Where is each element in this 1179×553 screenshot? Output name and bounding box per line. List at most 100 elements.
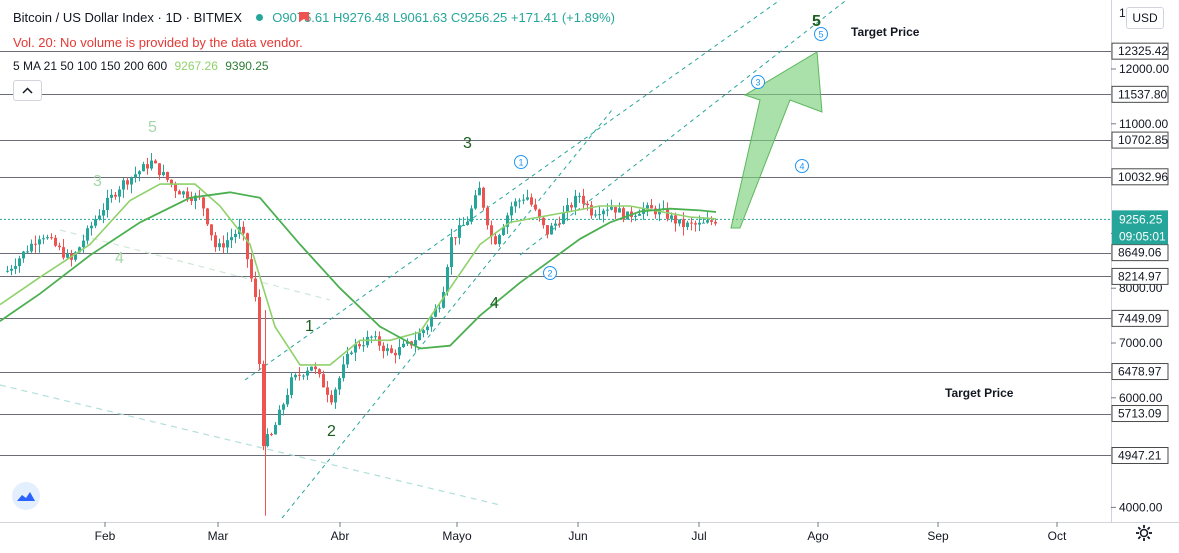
candle-body (18, 258, 21, 267)
target-arrow[interactable] (730, 51, 823, 229)
wave-label: 5 (148, 119, 157, 136)
channel-line[interactable] (519, 0, 1000, 256)
candle-body (546, 225, 549, 235)
candle-body (558, 223, 561, 225)
tradingview-logo-icon[interactable] (11, 481, 41, 511)
candle-body (274, 424, 277, 435)
ma-legend: 5 MA 21 50 100 150 200 600 9267.26 9390.… (13, 59, 269, 73)
candle-body (430, 316, 433, 327)
candle-body (62, 247, 65, 258)
level-price-label: 8649.06 (1118, 246, 1162, 260)
candle-body (338, 378, 341, 390)
price-tick-label: 7000.00 (1119, 336, 1163, 350)
candle-body (398, 347, 401, 356)
trend-channel[interactable] (0, 0, 1000, 519)
collapse-legend-button[interactable] (13, 80, 42, 101)
candle-body (118, 189, 121, 197)
level-price-tag[interactable] (1111, 42, 1169, 60)
ma-fast-line (0, 183, 717, 366)
channel-line[interactable] (281, 109, 613, 519)
candle-body (474, 195, 477, 209)
candle-body (326, 387, 329, 395)
candle-body (14, 266, 17, 269)
faded-trend-line[interactable] (59, 229, 331, 301)
level-price-tag[interactable] (1111, 363, 1169, 381)
candle-body (242, 226, 245, 234)
wave-circle-label: 2 (547, 269, 552, 279)
level-price-tag[interactable] (1111, 85, 1169, 103)
candles (6, 152, 717, 516)
faded-trend-line[interactable] (0, 384, 501, 506)
candle-body (446, 267, 449, 292)
candle-body (266, 434, 269, 447)
ma-label[interactable]: 5 MA 21 50 100 150 200 600 (13, 59, 168, 73)
channel-line[interactable] (244, 0, 781, 381)
time-scale[interactable]: Feb Mar Abr Mayo Jun Jul Ago Sep Oct (0, 522, 1179, 543)
candle-body (606, 209, 609, 211)
candle-body (534, 204, 537, 210)
candle-body (702, 222, 705, 224)
candle-body (554, 223, 557, 226)
candle-body (106, 197, 109, 211)
candle-body (230, 237, 233, 241)
candle-body (562, 212, 565, 224)
level-price-tag[interactable] (1111, 405, 1169, 423)
target-arrow-shape[interactable] (730, 51, 823, 229)
favorite-flag-icon[interactable] (296, 10, 312, 26)
candle-body (578, 195, 581, 197)
ohlc-change: +171.41 (+1.89%) (510, 10, 615, 25)
candle-body (450, 237, 453, 268)
candle-body (90, 225, 93, 229)
price-scale[interactable]: 12000.0011000.009000.008000.007000.00600… (1111, 0, 1179, 522)
countdown-label: 09:05:01 (1119, 229, 1166, 243)
candle-body (182, 191, 185, 195)
candle-body (234, 234, 237, 238)
wave-circle-marker (814, 27, 828, 41)
candle-body (6, 270, 9, 272)
candle-body (646, 205, 649, 209)
candle-body (174, 184, 177, 192)
candle-body (318, 369, 321, 375)
candle-body (178, 191, 181, 195)
candle-body (82, 240, 85, 248)
symbol-title[interactable]: Bitcoin / US Dollar Index · 1D · BITMEX (13, 10, 243, 25)
time-tick-label: Ago (807, 529, 829, 543)
candle-body (414, 340, 417, 346)
candle-body (270, 434, 273, 436)
candle-body (402, 343, 405, 348)
current-price-label: 9256.25 (1119, 212, 1163, 226)
candle-body (686, 222, 689, 228)
candle-body (254, 278, 257, 298)
wave-label: 3 (463, 135, 472, 152)
ohlc-high: H9276.48 (333, 10, 390, 25)
wave-label: 1 (305, 318, 314, 335)
candle-body (206, 208, 209, 225)
candle-body (214, 235, 217, 248)
candle-body (74, 252, 77, 260)
candle-body (506, 215, 509, 227)
candle-body (66, 253, 69, 258)
candle-body (698, 222, 701, 225)
level-price-tag[interactable] (1111, 446, 1169, 464)
currency-button[interactable]: USD (1126, 7, 1164, 29)
candle-body (186, 191, 189, 199)
level-price-tag[interactable] (1111, 168, 1169, 186)
level-price-tag[interactable] (1111, 244, 1169, 262)
level-price-tag[interactable] (1111, 309, 1169, 327)
ohlc-low: L9061.63 (393, 10, 448, 25)
candle-body (138, 171, 141, 175)
time-tick-label: Jul (691, 529, 706, 543)
moving-averages (0, 183, 717, 366)
level-price-tag[interactable] (1111, 131, 1169, 149)
candle-body (674, 215, 677, 224)
candle-body (150, 160, 153, 169)
gear-icon[interactable] (1134, 523, 1154, 543)
candle-body (598, 214, 601, 216)
time-tick-label: Abr (331, 529, 350, 543)
level-price-tag[interactable] (1111, 267, 1169, 285)
candle-body (130, 177, 133, 185)
candle-body (678, 219, 681, 224)
time-tick-label: Mayo (442, 529, 472, 543)
candle-body (434, 308, 437, 317)
